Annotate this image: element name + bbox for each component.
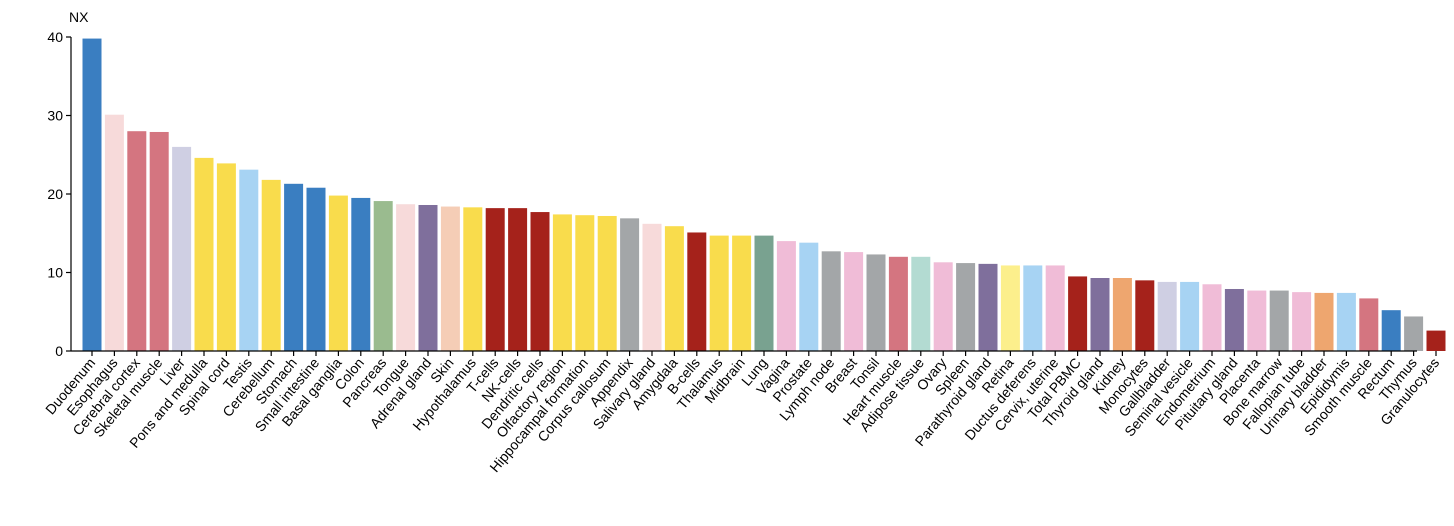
bar: [844, 252, 864, 351]
bar: [866, 254, 886, 351]
bar: [1045, 265, 1065, 351]
bar: [485, 208, 505, 351]
bar: [732, 235, 752, 351]
bar: [1068, 276, 1088, 351]
bar: [956, 263, 976, 351]
bar: [1404, 316, 1424, 351]
bars-layer: [82, 38, 1446, 352]
bar: [328, 195, 348, 351]
bar: [709, 235, 729, 351]
y-tick-label: 10: [47, 265, 63, 281]
bar: [620, 218, 640, 351]
y-tick-label: 20: [47, 186, 63, 202]
y-tick-label: 30: [47, 108, 63, 124]
bar: [1112, 278, 1132, 351]
bar: [1359, 298, 1379, 351]
bar: [104, 114, 124, 352]
bar: [1202, 284, 1222, 351]
bar: [261, 179, 281, 351]
bar: [1090, 278, 1110, 351]
bar: [149, 131, 169, 351]
y-axis-title: NX: [69, 9, 89, 25]
bar: [284, 183, 304, 351]
bar: [508, 208, 528, 351]
bar: [1336, 292, 1356, 351]
bar: [396, 204, 416, 351]
bar: [642, 223, 662, 351]
bar: [776, 241, 796, 351]
bar: [1000, 265, 1020, 351]
bar: [575, 215, 595, 351]
bar: [687, 232, 707, 351]
bar: [1157, 281, 1177, 351]
bar: [1180, 281, 1200, 351]
bar: [194, 157, 214, 351]
bar: [799, 242, 819, 351]
bar: [664, 226, 684, 351]
bar: [82, 38, 102, 351]
bar: [1426, 330, 1446, 351]
bar: [1247, 290, 1267, 351]
bar: [530, 212, 550, 351]
y-axis: NX 0 10 20 30 40: [47, 9, 89, 359]
bar: [1224, 288, 1244, 351]
bar: [978, 263, 998, 351]
bar: [172, 146, 192, 351]
bar: [306, 187, 326, 351]
bar: [1292, 292, 1312, 352]
y-tick-label: 0: [55, 343, 63, 359]
bar: [418, 204, 438, 351]
bar: [440, 206, 460, 351]
bar: [821, 251, 841, 351]
bar: [127, 131, 147, 351]
bar: [888, 256, 908, 351]
bar: [463, 207, 483, 351]
bar: [597, 215, 617, 351]
bar: [1269, 290, 1289, 351]
y-tick-label: 40: [47, 29, 63, 45]
bar: [1023, 265, 1043, 351]
bar: [933, 262, 953, 351]
bar: [373, 201, 393, 351]
bar: [552, 214, 572, 351]
bar: [911, 256, 931, 351]
bar: [239, 169, 259, 351]
bar: [216, 163, 236, 351]
bar: [351, 197, 371, 351]
bar: [1314, 292, 1334, 351]
bar: [1381, 310, 1401, 351]
bar: [754, 235, 774, 351]
bar: [1135, 280, 1155, 351]
